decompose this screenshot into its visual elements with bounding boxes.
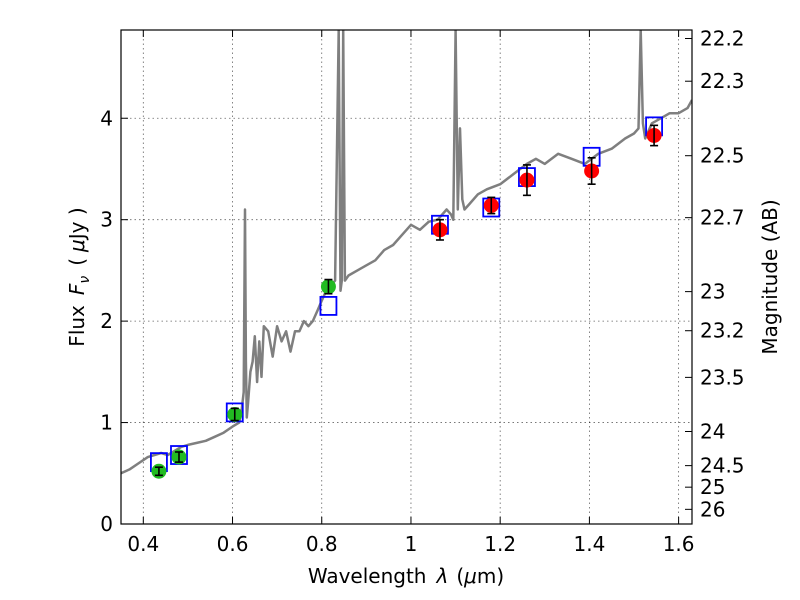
x-tick-label: 1.6 <box>663 532 695 556</box>
x-tick-label: 1.2 <box>484 532 516 556</box>
y-tick-label: 3 <box>100 208 113 232</box>
x-axis-label: Wavelength λ (μm) <box>308 564 504 588</box>
magnitude-tick-label: 22.2 <box>700 26 745 50</box>
model-spectrum-layer <box>121 30 692 475</box>
x-tick-label: 0.8 <box>306 532 338 556</box>
model-photometry-point <box>319 296 338 316</box>
magnitude-tick-label: 23.2 <box>700 319 745 343</box>
y-tick-label: 2 <box>100 309 113 333</box>
x-tick-label: 0.6 <box>217 532 249 556</box>
magnitude-tick-label: 25 <box>700 475 725 499</box>
magnitude-tick-label: 26 <box>700 497 725 521</box>
magnitude-tick-label: 22.3 <box>700 69 745 93</box>
magnitude-tick-label: 22.7 <box>700 206 745 230</box>
magnitude-tick-label: 22.5 <box>700 144 745 168</box>
data-points-layer <box>150 116 663 479</box>
x-tick-label: 1.4 <box>573 532 605 556</box>
y-tick-label: 4 <box>100 106 113 130</box>
x-tick-label: 1 <box>405 532 418 556</box>
magnitude-axis-label: Magnitude (AB) <box>758 199 782 354</box>
plot-frame <box>120 29 693 525</box>
model-spectrum-line <box>121 30 692 475</box>
y-tick-label: 1 <box>100 411 113 435</box>
gridlines <box>121 30 692 524</box>
x-tick-label: 0.4 <box>127 532 159 556</box>
magnitude-tick-label: 23.5 <box>700 365 745 389</box>
magnitude-tick-label: 24.5 <box>700 454 745 478</box>
y-axis-label: FluxFν(μJy ) <box>65 207 93 346</box>
magnitude-tick-label: 24 <box>700 419 725 443</box>
magnitude-tick-label: 23 <box>700 280 725 304</box>
axis-ticks: 0.4 0.6 0.8 1 1.2 1.4 1.60123422.222.322.522.7… <box>100 26 744 556</box>
y-tick-label: 0 <box>100 512 113 536</box>
